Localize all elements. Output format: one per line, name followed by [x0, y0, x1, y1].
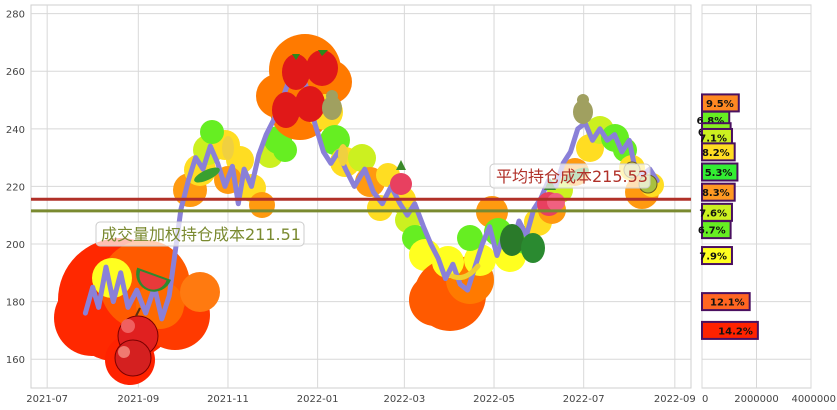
volume-bars: 6.8%6.4%7.1%8.2%5.3%8.3%7.6%6.7%7.9%12.1… [697, 93, 759, 340]
volume-bar-label: 7.6% [699, 208, 727, 219]
y-tick-label: 260 [6, 67, 25, 78]
volume-bar [701, 182, 736, 202]
volume-bar [701, 93, 740, 113]
pear-icon [322, 90, 593, 124]
side-x-tick-label: 4000000 [791, 394, 836, 405]
apple-icon [114, 307, 159, 377]
volume-bar-label: 8.3% [702, 188, 730, 199]
x-tick-label: 2021-09 [117, 394, 159, 405]
x-tick-label: 2021-07 [26, 394, 68, 405]
x-tick-label: 2022-03 [383, 394, 425, 405]
volume-bar-label: 6.7% [698, 226, 726, 237]
x-tick-label: 2022-09 [654, 394, 696, 405]
x-tick-label: 2022-01 [297, 394, 339, 405]
volume-bar-label: 5.3% [705, 168, 733, 179]
banana-icon [449, 263, 481, 281]
volume-bar-label: 12.1% [710, 298, 745, 309]
side-x-tick-label: 2000000 [734, 394, 779, 405]
volume-bar-label: 7.1% [699, 133, 727, 144]
volume-bar-label: 8.2% [702, 148, 730, 159]
volume-bar [701, 292, 751, 312]
strawberry-icon [272, 50, 338, 128]
avg-cost-label: 平均持仓成本215.53 [496, 167, 648, 186]
volume-bar [701, 320, 759, 340]
main-x-axis: 2021-07 2021-09 2021-11 2022-01 2022-03 2022-… [26, 394, 695, 405]
y-tick-label: 200 [6, 240, 25, 251]
side-x-axis: 0 2000000 4000000 [702, 394, 836, 405]
volume-bar-label: 14.2% [718, 326, 753, 337]
x-tick-label: 2021-11 [207, 394, 249, 405]
corn-icon [222, 136, 348, 166]
avg-cost-label-box: 平均持仓成本215.53 [489, 163, 651, 189]
x-tick-label: 2022-05 [473, 394, 515, 405]
volume-bar-label: 9.5% [706, 99, 734, 110]
y-tick-label: 220 [6, 182, 25, 193]
watermelon-icon [136, 267, 172, 292]
side-x-tick-label: 0 [702, 394, 708, 405]
vwap-cost-label: 成交量加权持仓成本211.51 [101, 225, 301, 244]
fruit-icons [114, 50, 658, 377]
y-tick-label: 240 [6, 125, 25, 136]
volume-bar [701, 246, 733, 266]
main-y-axis: 160 180 200 220 240 260 280 [6, 10, 25, 367]
volume-bar [701, 220, 732, 240]
volume-bar-label: 7.9% [699, 252, 727, 263]
volume-bar-label: 6.8% [697, 116, 725, 127]
volume-bar [701, 142, 736, 162]
watermelon-whole-icon [500, 224, 545, 263]
volume-bar [701, 162, 739, 182]
vwap-cost-label-box: 成交量加权持仓成本211.51 [95, 221, 305, 247]
y-tick-label: 280 [6, 10, 25, 21]
x-tick-label: 2022-07 [563, 394, 605, 405]
y-tick-label: 160 [6, 355, 25, 366]
y-tick-label: 180 [6, 298, 25, 309]
